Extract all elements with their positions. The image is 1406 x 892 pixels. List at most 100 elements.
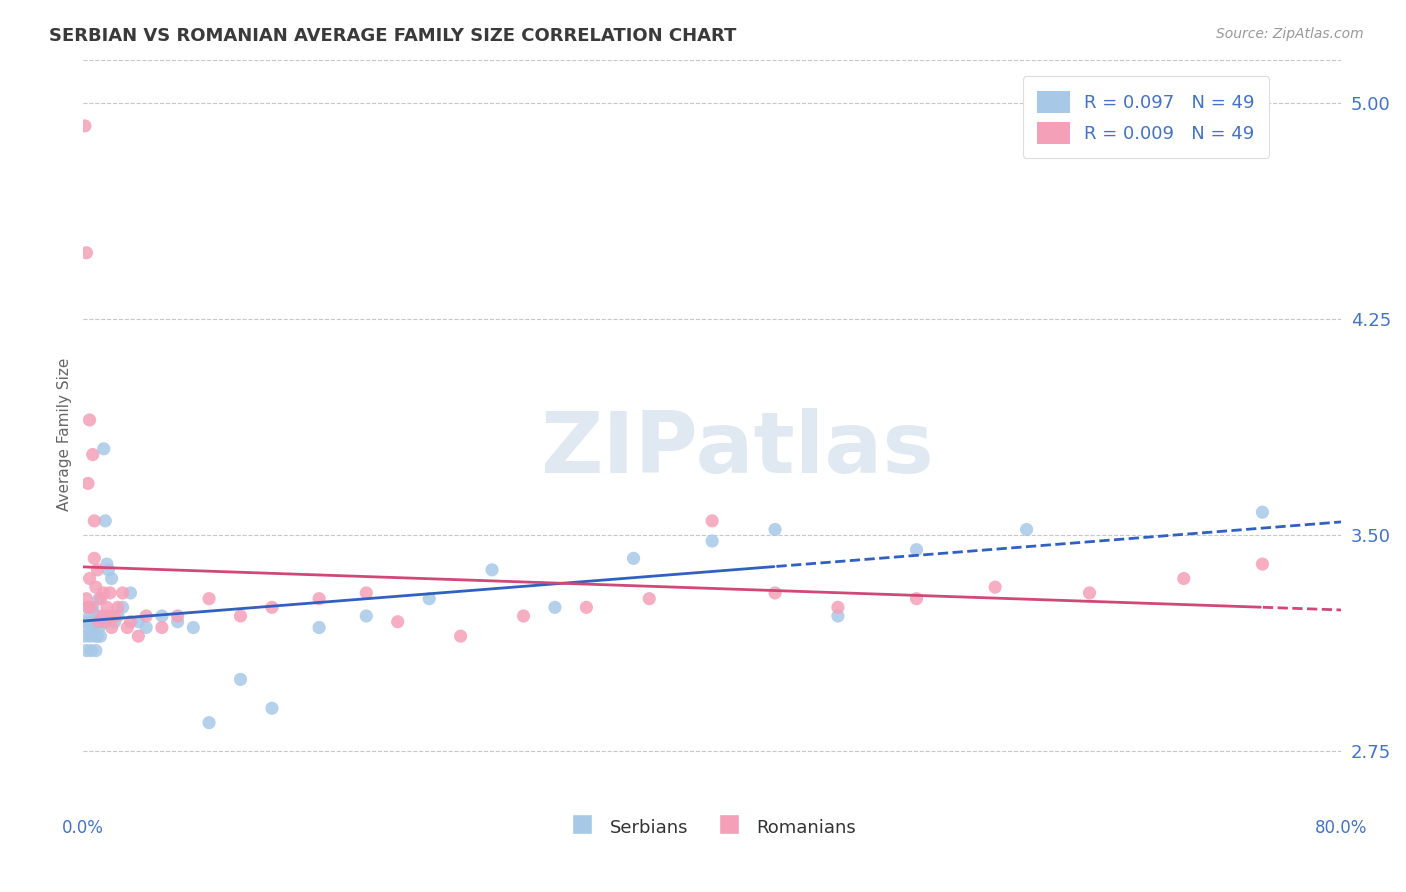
Point [117, 620, 139, 634]
Point [150, 609, 173, 624]
Point [450, 629, 472, 643]
Point [763, 523, 786, 537]
Point [166, 615, 188, 629]
Point [166, 609, 188, 624]
Point [702, 514, 724, 528]
Text: SERBIAN VS ROMANIAN AVERAGE FAMILY SIZE CORRELATION CHART: SERBIAN VS ROMANIAN AVERAGE FAMILY SIZE … [49, 27, 737, 45]
Point [96, 557, 118, 571]
Point [87, 615, 110, 629]
Point [75, 643, 97, 657]
Point [100, 572, 122, 586]
Point [87, 591, 110, 606]
Point [107, 600, 129, 615]
Point [82, 620, 104, 634]
Point [481, 563, 503, 577]
Point [905, 591, 928, 606]
Point [150, 620, 173, 634]
Point [79, 609, 101, 624]
Point [1015, 523, 1038, 537]
Point [1251, 557, 1274, 571]
Point [84, 580, 107, 594]
Point [94, 514, 117, 528]
Point [544, 600, 567, 615]
Point [120, 615, 142, 629]
Text: Source: ZipAtlas.com: Source: ZipAtlas.com [1216, 27, 1364, 41]
Point [86, 563, 108, 577]
Point [84, 643, 107, 657]
Point [984, 580, 1007, 594]
Point [93, 442, 115, 456]
Point [111, 600, 134, 615]
Point [73, 119, 96, 133]
Point [73, 629, 96, 643]
Point [86, 629, 108, 643]
Point [77, 600, 100, 615]
Point [84, 615, 107, 629]
Point [702, 534, 724, 549]
Point [107, 609, 129, 624]
Point [308, 591, 330, 606]
Point [83, 514, 105, 528]
Point [575, 600, 598, 615]
Point [1251, 505, 1274, 519]
Point [229, 673, 252, 687]
Point [260, 701, 283, 715]
Point [77, 476, 100, 491]
Point [308, 620, 330, 634]
Point [827, 609, 849, 624]
Point [100, 620, 122, 634]
Point [80, 615, 103, 629]
Point [97, 609, 120, 624]
Point [79, 629, 101, 643]
Point [111, 586, 134, 600]
Point [82, 448, 104, 462]
Point [104, 609, 127, 624]
Point [90, 629, 112, 643]
Point [356, 609, 378, 624]
Point [183, 620, 205, 634]
Point [82, 600, 104, 615]
Point [638, 591, 661, 606]
Point [198, 715, 221, 730]
Point [75, 245, 97, 260]
Text: ZIPatlas: ZIPatlas [540, 408, 934, 491]
Point [98, 586, 121, 600]
Point [75, 615, 97, 629]
Point [127, 615, 149, 629]
Point [77, 620, 100, 634]
Point [93, 586, 115, 600]
Point [96, 600, 118, 615]
Point [387, 615, 409, 629]
Point [418, 591, 440, 606]
Point [120, 586, 142, 600]
Point [91, 609, 114, 624]
Point [94, 615, 117, 629]
Point [83, 551, 105, 566]
Point [86, 609, 108, 624]
Point [1078, 586, 1101, 600]
Point [623, 551, 645, 566]
Point [763, 586, 786, 600]
Point [83, 629, 105, 643]
Legend: Serbians, Romanians: Serbians, Romanians [561, 809, 863, 845]
Point [80, 643, 103, 657]
Point [260, 600, 283, 615]
Y-axis label: Average Family Size: Average Family Size [58, 358, 72, 511]
Point [75, 591, 97, 606]
Point [104, 615, 127, 629]
Point [97, 563, 120, 577]
Point [229, 609, 252, 624]
Point [91, 615, 114, 629]
Point [512, 609, 534, 624]
Point [1173, 572, 1195, 586]
Point [135, 620, 157, 634]
Point [198, 591, 221, 606]
Point [135, 609, 157, 624]
Point [827, 600, 849, 615]
Point [905, 542, 928, 557]
Point [77, 600, 100, 615]
Point [79, 413, 101, 427]
Point [90, 591, 112, 606]
Point [80, 600, 103, 615]
Point [79, 572, 101, 586]
